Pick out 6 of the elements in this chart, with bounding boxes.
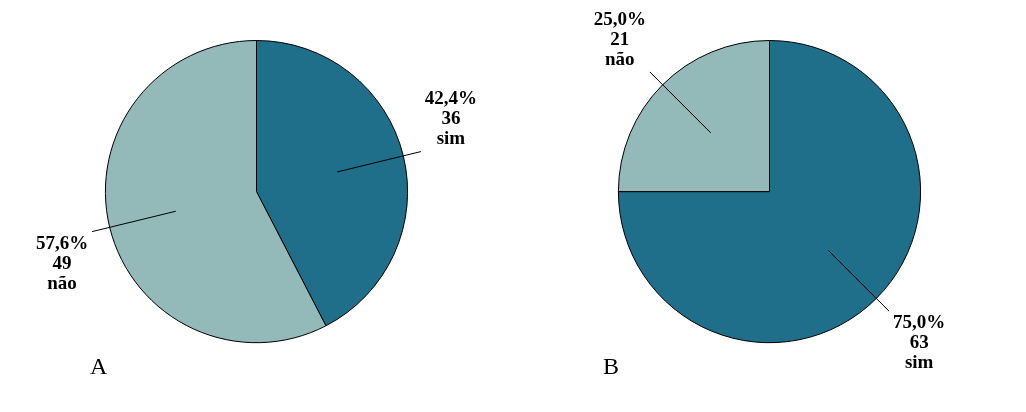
text: A xyxy=(90,352,108,379)
slice-label: sim xyxy=(904,351,934,373)
slice-label: não xyxy=(47,271,77,293)
slice-label: sim xyxy=(436,127,466,149)
text: B xyxy=(603,352,620,379)
slice-label: não xyxy=(605,47,635,69)
